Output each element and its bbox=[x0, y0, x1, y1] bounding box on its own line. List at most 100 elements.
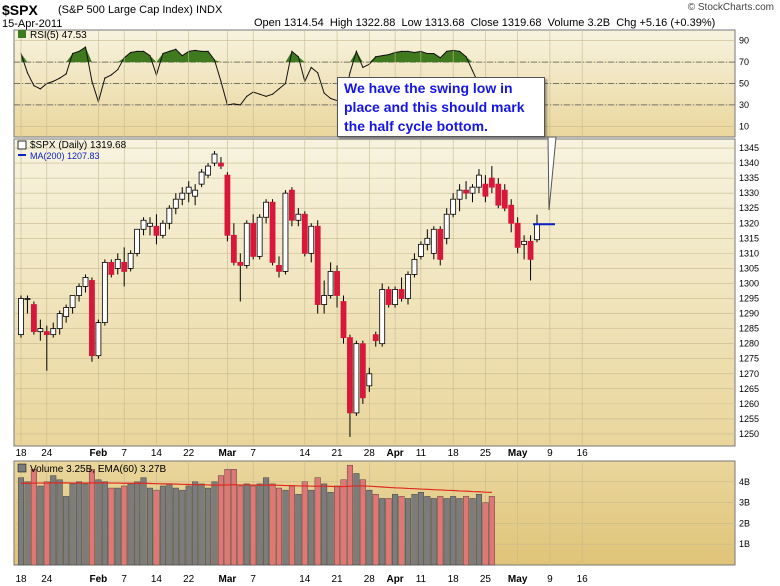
candle-body bbox=[153, 225, 160, 236]
volume-bar bbox=[95, 479, 102, 566]
volume-label: Volume 3.25B, EMA(60) 3.27B bbox=[30, 464, 167, 475]
rsi-point bbox=[362, 66, 364, 69]
volume-bar bbox=[224, 469, 231, 566]
rsi-point bbox=[162, 52, 164, 55]
candle-body bbox=[301, 213, 308, 254]
volume-bar bbox=[82, 483, 89, 566]
high-label: High bbox=[329, 17, 353, 29]
candle-body bbox=[366, 373, 373, 387]
volume-bar bbox=[385, 498, 392, 566]
x-tick-label: 7 bbox=[121, 448, 127, 459]
rsi-point bbox=[142, 50, 145, 53]
volume-bar bbox=[256, 483, 263, 566]
candle-body bbox=[134, 228, 141, 254]
volume-bar bbox=[134, 481, 141, 566]
rsi-point bbox=[439, 57, 441, 59]
annotation-callout: We have the swing low in place and this … bbox=[337, 77, 545, 137]
volume-bar bbox=[437, 496, 444, 566]
volume-bar bbox=[417, 492, 424, 566]
volume-bar bbox=[405, 498, 412, 566]
volume-bar bbox=[198, 483, 205, 566]
low-value: 1313.68 bbox=[424, 17, 465, 29]
candle-body bbox=[417, 243, 424, 257]
rsi-point bbox=[271, 93, 274, 95]
candle-body bbox=[501, 189, 508, 209]
x-tick-label: 21 bbox=[331, 448, 343, 459]
volume-bar bbox=[301, 481, 308, 566]
candle-body bbox=[469, 186, 476, 194]
candle-body bbox=[63, 307, 70, 317]
price-tick-label: 1275 bbox=[739, 354, 759, 364]
x-tick-label-bottom: 7 bbox=[250, 574, 256, 585]
volume-bar bbox=[482, 502, 489, 566]
volume-bar bbox=[398, 496, 405, 566]
price-tick-label: 1305 bbox=[739, 263, 759, 273]
volume-tick-label: 1B bbox=[739, 539, 750, 549]
volume-bar bbox=[76, 481, 83, 566]
rsi-point bbox=[91, 80, 93, 82]
rsi-point bbox=[407, 50, 409, 53]
rsi-point bbox=[130, 51, 132, 54]
volume-bar bbox=[30, 469, 37, 566]
candle-body bbox=[243, 222, 250, 266]
rsi-point bbox=[426, 52, 428, 55]
volume-bar bbox=[392, 494, 399, 566]
rsi-point bbox=[201, 50, 203, 53]
volume-bar bbox=[269, 483, 276, 566]
volume-bar bbox=[340, 479, 347, 566]
price-tick-label: 1340 bbox=[739, 158, 759, 168]
volume-bar bbox=[166, 483, 173, 566]
candle-body bbox=[82, 277, 89, 287]
x-tick-label-bottom: 7 bbox=[121, 574, 127, 585]
rsi-point bbox=[433, 52, 435, 55]
candle-body bbox=[172, 198, 179, 209]
high-value: 1322.88 bbox=[355, 17, 396, 29]
candle-body bbox=[430, 228, 437, 254]
candle-body bbox=[340, 301, 347, 339]
rsi-point bbox=[446, 50, 448, 53]
volume-bar bbox=[424, 496, 431, 566]
candle-body bbox=[140, 219, 147, 230]
volume-bar bbox=[37, 485, 44, 566]
candle-body bbox=[359, 343, 366, 399]
volume-bar bbox=[359, 479, 366, 566]
x-tick-label: 22 bbox=[183, 448, 195, 459]
x-tick-label-bottom: 11 bbox=[416, 574, 427, 585]
candle-body bbox=[379, 289, 386, 345]
rsi-point bbox=[459, 50, 461, 53]
x-tick-label: Apr bbox=[386, 448, 403, 459]
rsi-point bbox=[330, 97, 332, 100]
volume-bar bbox=[50, 475, 57, 566]
callout-pointer bbox=[547, 136, 557, 211]
candle-body bbox=[308, 225, 315, 254]
x-tick-label: 14 bbox=[299, 448, 311, 459]
candle-body bbox=[218, 162, 224, 167]
volume-bar bbox=[43, 481, 50, 566]
candle-body bbox=[76, 286, 82, 296]
candle-body bbox=[211, 153, 218, 164]
rsi-point bbox=[388, 54, 390, 56]
rsi-point bbox=[265, 95, 267, 97]
rsi-point bbox=[471, 70, 474, 72]
symbol-description: (S&P 500 Large Cap Index) INDX bbox=[58, 4, 222, 16]
volume-legend-swatch bbox=[17, 463, 27, 473]
candle-body bbox=[295, 213, 302, 221]
x-tick-label: Feb bbox=[90, 448, 108, 459]
candle-body bbox=[147, 222, 153, 227]
brand-watermark: © StockCharts.com bbox=[687, 2, 774, 13]
x-tick-label-bottom: 28 bbox=[364, 574, 376, 585]
price-tick-label: 1265 bbox=[739, 384, 759, 394]
volume-tick-label: 3B bbox=[739, 498, 750, 508]
volume-bar bbox=[334, 485, 341, 566]
x-tick-label: 24 bbox=[41, 448, 53, 459]
x-tick-label-bottom: 25 bbox=[480, 574, 492, 585]
rsi-point bbox=[400, 50, 403, 53]
rsi-point bbox=[110, 74, 112, 76]
candle-body bbox=[521, 240, 527, 245]
candle-body bbox=[534, 223, 540, 241]
rsi-point bbox=[291, 50, 293, 53]
volume-bar bbox=[140, 477, 147, 566]
candle-body bbox=[114, 258, 121, 269]
rsi-point bbox=[168, 50, 170, 53]
rsi-tick-label: 50 bbox=[739, 79, 749, 89]
